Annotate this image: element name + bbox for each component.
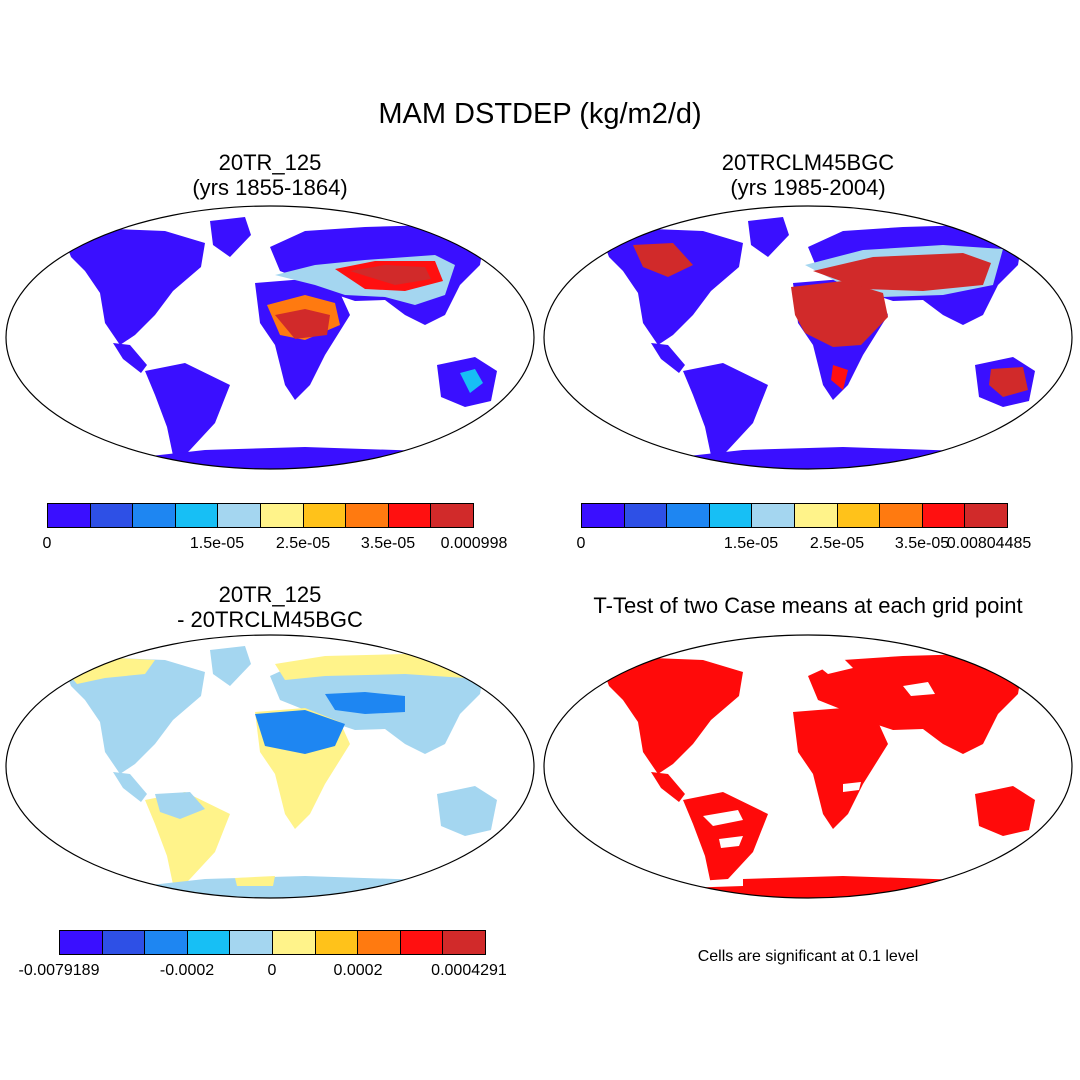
colorbar-swatch [624,504,668,527]
colorbar-panel-1 [47,503,474,528]
panel2-title: 20TRCLM45BGC (yrs 1985-2004) [678,150,938,200]
colorbar-swatch [315,931,359,954]
main-title: MAM DSTDEP (kg/m2/d) [378,98,702,130]
colorbar-panel-3-label: 0.0002 [333,962,383,979]
panel4-title: T-Test of two Case means at each grid po… [593,593,1023,618]
colorbar-swatch [358,931,401,954]
colorbar-panel-1-label: 3.5e-05 [360,535,416,552]
colorbar-swatch [102,931,146,954]
panel1-title-line2: (yrs 1855-1864) [192,175,348,200]
colorbar-swatch [965,504,1007,527]
colorbar-swatch [794,504,838,527]
colorbar-swatch [709,504,753,527]
colorbar-swatch [175,504,219,527]
colorbar-panel-2-label: 2.5e-05 [809,535,865,552]
panel1-title: 20TR_125 (yrs 1855-1864) [140,150,400,200]
panel2-title-line1: 20TRCLM45BGC [721,150,895,175]
colorbar-swatch [187,931,231,954]
colorbar-swatch [431,504,473,527]
colorbar-swatch [230,931,273,954]
panel3-title: 20TR_125 - 20TRCLM45BGC [140,582,400,632]
colorbar-swatch [880,504,923,527]
colorbar-swatch [90,504,134,527]
colorbar-swatch [48,504,91,527]
colorbar-panel-1-label: 0 [42,535,52,552]
colorbar-panel-3 [59,930,486,955]
colorbar-panel-3-label: -0.0079189 [18,962,100,979]
colorbar-swatch [60,931,103,954]
colorbar-swatch [837,504,881,527]
colorbar-panel-2-label: 1.5e-05 [723,535,779,552]
panel1-title-line1: 20TR_125 [218,150,322,175]
map-panel-1-border [5,205,535,470]
colorbar-panel-2-label: 3.5e-05 [894,535,950,552]
colorbar-swatch [400,931,444,954]
colorbar-panel-3-label: -0.0002 [159,962,215,979]
colorbar-swatch [388,504,432,527]
map-panel-3-land [65,646,497,898]
map-panel-2 [543,205,1073,470]
colorbar-swatch [752,504,795,527]
colorbar-swatch [272,931,316,954]
colorbar-swatch [260,504,304,527]
colorbar-swatch [145,931,188,954]
colorbar-panel-2-labels: 0 1.5e-05 2.5e-05 3.5e-05 0.00804485 [577,535,1032,555]
map-panel-1 [5,205,535,470]
colorbar-panel-3-label: 0.0004291 [431,962,507,979]
map-panel-4 [543,634,1073,899]
colorbar-swatch [346,504,389,527]
colorbar-swatch [582,504,625,527]
colorbar-swatch [218,504,261,527]
significance-note: Cells are significant at 0.1 level [697,948,919,965]
colorbar-panel-2-label: 0 [576,535,586,552]
colorbar-panel-3-label: 0 [267,962,277,979]
map-panel-3 [5,634,535,899]
colorbar-swatch [303,504,347,527]
map-panel-4-border [543,634,1073,899]
colorbar-panel-1-label: 0.000998 [440,535,508,552]
colorbar-swatch [667,504,710,527]
colorbar-panel-3-labels: -0.0079189 -0.0002 0 0.0002 0.0004291 [19,962,507,982]
panel3-title-line2: - 20TRCLM45BGC [177,607,363,632]
panel3-title-line1: 20TR_125 [218,582,322,607]
colorbar-panel-1-label: 2.5e-05 [275,535,331,552]
map-panel-3-border [5,634,535,899]
colorbar-panel-1-labels: 0 1.5e-05 2.5e-05 3.5e-05 0.000998 [43,535,508,555]
colorbar-swatch [922,504,966,527]
map-panel-2-border [543,205,1073,470]
panel2-title-line2: (yrs 1985-2004) [730,175,886,200]
colorbar-swatch [443,931,485,954]
colorbar-panel-1-label: 1.5e-05 [189,535,245,552]
colorbar-panel-2-label: 0.00804485 [946,535,1032,552]
colorbar-panel-2 [581,503,1008,528]
colorbar-swatch [133,504,176,527]
